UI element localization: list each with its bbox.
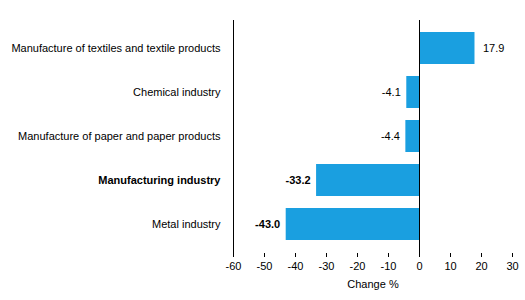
- svg-text:0: 0: [416, 260, 422, 272]
- svg-text:Metal industry: Metal industry: [152, 218, 221, 230]
- svg-text:-50: -50: [257, 260, 273, 272]
- svg-text:-10: -10: [381, 260, 397, 272]
- svg-text:Chemical industry: Chemical industry: [133, 86, 221, 98]
- svg-text:20: 20: [475, 260, 487, 272]
- svg-text:10: 10: [444, 260, 456, 272]
- svg-text:-33.2: -33.2: [286, 174, 311, 186]
- svg-text:-30: -30: [319, 260, 335, 272]
- svg-text:17.9: 17.9: [483, 42, 504, 54]
- svg-text:Manufacture of paper and paper: Manufacture of paper and paper products: [18, 130, 221, 142]
- svg-text:30: 30: [506, 260, 518, 272]
- svg-text:Manufacture of textiles and te: Manufacture of textiles and textile prod…: [11, 42, 221, 54]
- svg-text:Change %: Change %: [347, 278, 399, 290]
- svg-text:-4.4: -4.4: [381, 130, 400, 142]
- svg-text:-40: -40: [288, 260, 304, 272]
- svg-text:-60: -60: [226, 260, 242, 272]
- svg-text:Manufacturing industry: Manufacturing industry: [98, 174, 221, 186]
- svg-text:-43.0: -43.0: [255, 218, 280, 230]
- svg-text:-20: -20: [350, 260, 366, 272]
- svg-text:-4.1: -4.1: [382, 86, 401, 98]
